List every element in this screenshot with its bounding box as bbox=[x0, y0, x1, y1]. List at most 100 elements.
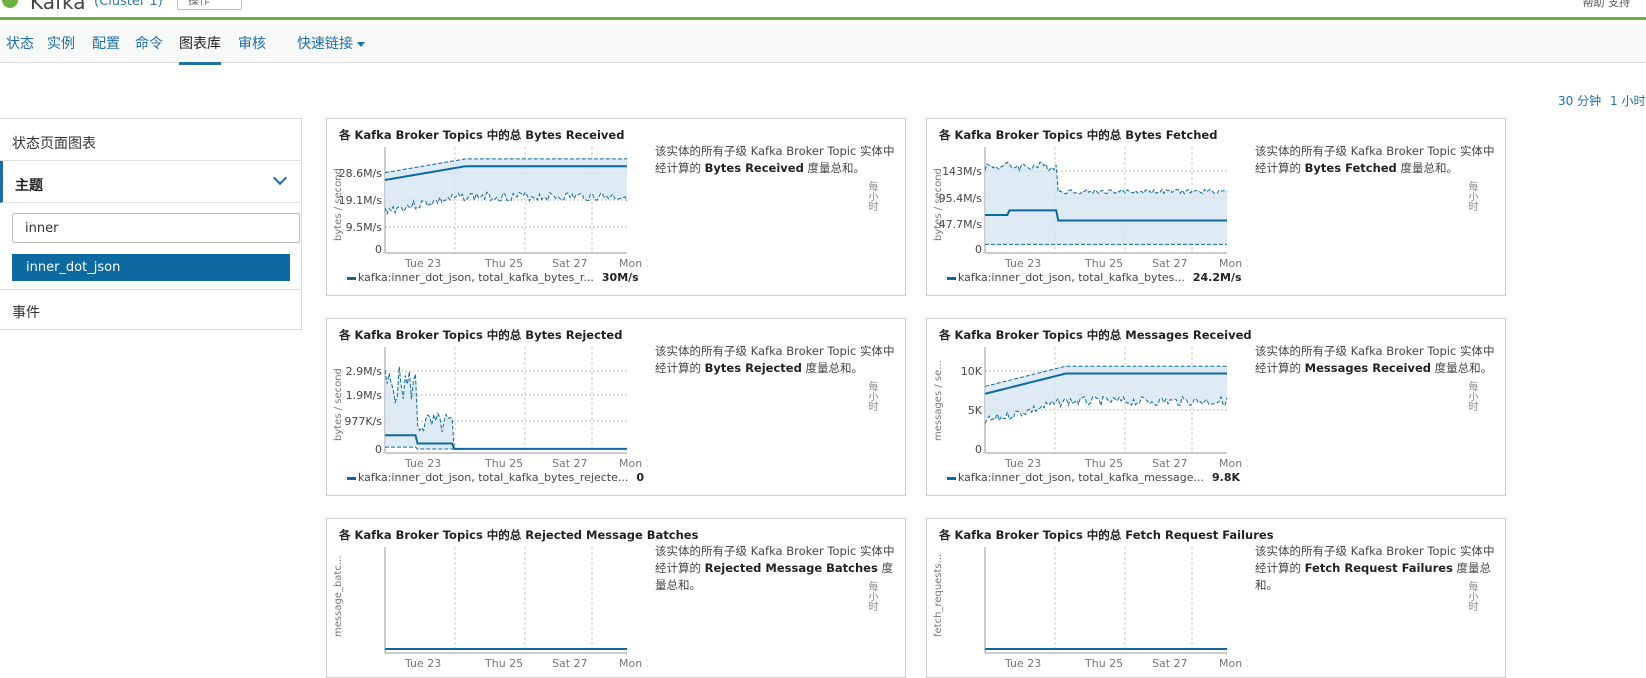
y-tick-label: 19.1M/s bbox=[339, 194, 383, 207]
chart-title: 各 Kafka Broker Topics 中的总 Fetch Request … bbox=[939, 528, 1274, 542]
y-tick-label: 9.5M/s bbox=[346, 221, 383, 234]
x-tick-label: Mon 29 bbox=[619, 457, 647, 470]
legend-value: 0 bbox=[636, 471, 645, 484]
chart-card-rejected-message-batches: 各 Kafka Broker Topics 中的总 Rejected Messa… bbox=[326, 518, 906, 678]
desc-prefix: 该实体的所有子级 Kafka Broker Topic 实体中经计算的 bbox=[655, 144, 895, 175]
time-range-1hour[interactable]: 1 小时 bbox=[1610, 94, 1646, 108]
y-tick-label: 0 bbox=[375, 243, 382, 256]
topic-item-inner-dot-json[interactable]: inner_dot_json bbox=[12, 254, 290, 281]
sidebar-topic-section[interactable]: 主题 bbox=[0, 161, 301, 203]
y-tick-label: 0 bbox=[375, 443, 382, 456]
chart-legend[interactable]: kafka:inner_dot_json, total_kafka_bytes_… bbox=[347, 471, 644, 484]
legend-series-name: kafka:inner_dot_json, total_kafka_bytes_… bbox=[358, 271, 594, 284]
time-range-30min[interactable]: 30 分钟 bbox=[1558, 94, 1602, 108]
chart-plot[interactable]: messages / se... 10K 5K 0 Tue 23 Thu 25 Sat 27… bbox=[927, 319, 1247, 496]
y-axis-label: fetch_requests... bbox=[933, 554, 944, 637]
chart-legend[interactable]: kafka:inner_dot_json, total_kafka_bytes_… bbox=[347, 271, 639, 284]
desc-prefix: 该实体的所有子级 Kafka Broker Topic 实体中经计算的 bbox=[1255, 144, 1495, 175]
legend-swatch-icon bbox=[947, 476, 956, 480]
cluster-link[interactable]: (Cluster 1) bbox=[94, 0, 163, 9]
per-hour-label: 每小时 bbox=[1466, 581, 1477, 611]
x-tick-label: Thu 25 bbox=[1084, 257, 1123, 270]
desc-suffix: 度量总和。 bbox=[1255, 561, 1492, 592]
quick-links-dropdown[interactable]: 快速链接 bbox=[297, 33, 365, 53]
legend-swatch-icon bbox=[347, 276, 356, 280]
y-tick-label: 95.4M/s bbox=[939, 192, 983, 205]
topic-search-input[interactable] bbox=[12, 213, 300, 243]
x-tick-label: Mon 29 bbox=[619, 257, 647, 270]
legend-series-name: kafka:inner_dot_json, total_kafka_messag… bbox=[958, 471, 1204, 484]
series-lo-line bbox=[984, 395, 1228, 424]
x-tick-label: Thu 25 bbox=[1084, 457, 1123, 470]
chart-description: 该实体的所有子级 Kafka Broker Topic 实体中经计算的 Reje… bbox=[655, 543, 895, 594]
chart-description: 该实体的所有子级 Kafka Broker Topic 实体中经计算的 Byte… bbox=[655, 343, 895, 377]
legend-series-name: kafka:inner_dot_json, total_kafka_bytes_… bbox=[358, 471, 629, 484]
series-hi-line bbox=[984, 365, 1227, 387]
tab-charts-library[interactable]: 图表库 bbox=[179, 33, 221, 65]
per-hour-label: 每小时 bbox=[1466, 181, 1477, 211]
desc-metric: Messages Received bbox=[1304, 361, 1431, 375]
chart-card-bytes-received: 各 Kafka Broker Topics 中的总 Bytes Received… bbox=[326, 118, 906, 296]
desc-suffix: 度量总和。 bbox=[803, 161, 865, 175]
desc-prefix: 该实体的所有子级 Kafka Broker Topic 实体中经计算的 bbox=[1255, 344, 1495, 375]
chart-legend[interactable]: kafka:inner_dot_json, total_kafka_messag… bbox=[947, 471, 1240, 484]
series-lo-line bbox=[384, 191, 628, 216]
series-hi-line bbox=[384, 158, 627, 174]
x-tick-label: Thu 25 bbox=[484, 457, 523, 470]
chart-legend[interactable]: kafka:inner_dot_json, total_kafka_bytes.… bbox=[947, 271, 1242, 284]
y-axis-label: bytes / second bbox=[933, 168, 944, 241]
per-hour-label: 每小时 bbox=[866, 181, 877, 211]
x-tick-label: Mon 29 bbox=[1219, 457, 1247, 470]
tab-status[interactable]: 状态 bbox=[6, 36, 34, 52]
sidebar-heading[interactable]: 状态页面图表 bbox=[0, 119, 301, 161]
y-tick-label: 47.7M/s bbox=[939, 218, 983, 231]
y-tick-label: 977K/s bbox=[344, 415, 382, 428]
top-bar: Kafka (Cluster 1) 操作 帮助 支持 bbox=[0, 0, 1646, 20]
desc-suffix: 度量总和。 bbox=[1430, 361, 1493, 375]
legend-series-name: kafka:inner_dot_json, total_kafka_bytes.… bbox=[958, 271, 1185, 284]
series-mean-line bbox=[384, 165, 627, 181]
x-tick-label: Tue 23 bbox=[404, 457, 441, 470]
legend-value: 9.8K bbox=[1212, 471, 1241, 484]
chart-description: 该实体的所有子级 Kafka Broker Topic 实体中经计算的 Byte… bbox=[655, 143, 895, 177]
series-mean-line bbox=[385, 434, 627, 450]
chart-title: 各 Kafka Broker Topics 中的总 Rejected Messa… bbox=[339, 528, 699, 542]
desc-metric: Bytes Fetched bbox=[1304, 161, 1397, 175]
tab-instances[interactable]: 实例 bbox=[47, 36, 75, 52]
chart-card-messages-received: 各 Kafka Broker Topics 中的总 Messages Recei… bbox=[926, 318, 1506, 496]
y-axis-label: bytes / second bbox=[333, 168, 344, 241]
topic-label: 主题 bbox=[15, 178, 43, 194]
cloudera-logo-icon bbox=[2, 0, 18, 8]
chart-filter-sidebar: 状态页面图表 主题 inner_dot_json 事件 bbox=[0, 118, 302, 330]
legend-swatch-icon bbox=[947, 276, 956, 280]
chart-title: 各 Kafka Broker Topics 中的总 Bytes Fetched bbox=[939, 128, 1218, 142]
tab-commands[interactable]: 命令 bbox=[135, 36, 163, 52]
chevron-down-icon[interactable] bbox=[272, 170, 288, 186]
desc-metric: Bytes Received bbox=[704, 161, 804, 175]
tab-configuration[interactable]: 配置 bbox=[92, 36, 120, 52]
per-hour-label: 每小时 bbox=[866, 581, 877, 611]
sidebar-events[interactable]: 事件 bbox=[0, 289, 302, 330]
series-mean-line bbox=[984, 372, 1227, 395]
tab-audit[interactable]: 审核 bbox=[238, 36, 266, 52]
chart-card-bytes-fetched: 各 Kafka Broker Topics 中的总 Bytes Fetched … bbox=[926, 118, 1506, 296]
x-tick-label: Sat 27 bbox=[552, 257, 588, 270]
desc-suffix: 度量总和。 bbox=[655, 561, 893, 592]
service-nav: 状态 实例 配置 命令 图表库 审核 快速链接 bbox=[0, 23, 1646, 65]
actions-button[interactable]: 操作 bbox=[177, 0, 242, 10]
chart-description: 该实体的所有子级 Kafka Broker Topic 实体中经计算的 Mess… bbox=[1255, 343, 1495, 377]
chart-title: 各 Kafka Broker Topics 中的总 Bytes Rejected bbox=[339, 328, 623, 342]
chart-plot[interactable]: bytes / second 2.9M/s 1.9M/s 977K/s 0 Tue 23 T… bbox=[327, 319, 647, 496]
x-tick-label: Tue 23 bbox=[404, 257, 441, 270]
chart-card-bytes-rejected: 各 Kafka Broker Topics 中的总 Bytes Rejected… bbox=[326, 318, 906, 496]
header-right-links[interactable]: 帮助 支持 bbox=[1582, 0, 1631, 9]
x-tick-label: Thu 25 bbox=[484, 257, 523, 270]
y-axis-label: bytes / second bbox=[333, 368, 344, 441]
y-axis-label: message_batc... bbox=[333, 556, 344, 637]
series-range-band bbox=[385, 366, 627, 449]
series-hi-line bbox=[984, 161, 1228, 195]
